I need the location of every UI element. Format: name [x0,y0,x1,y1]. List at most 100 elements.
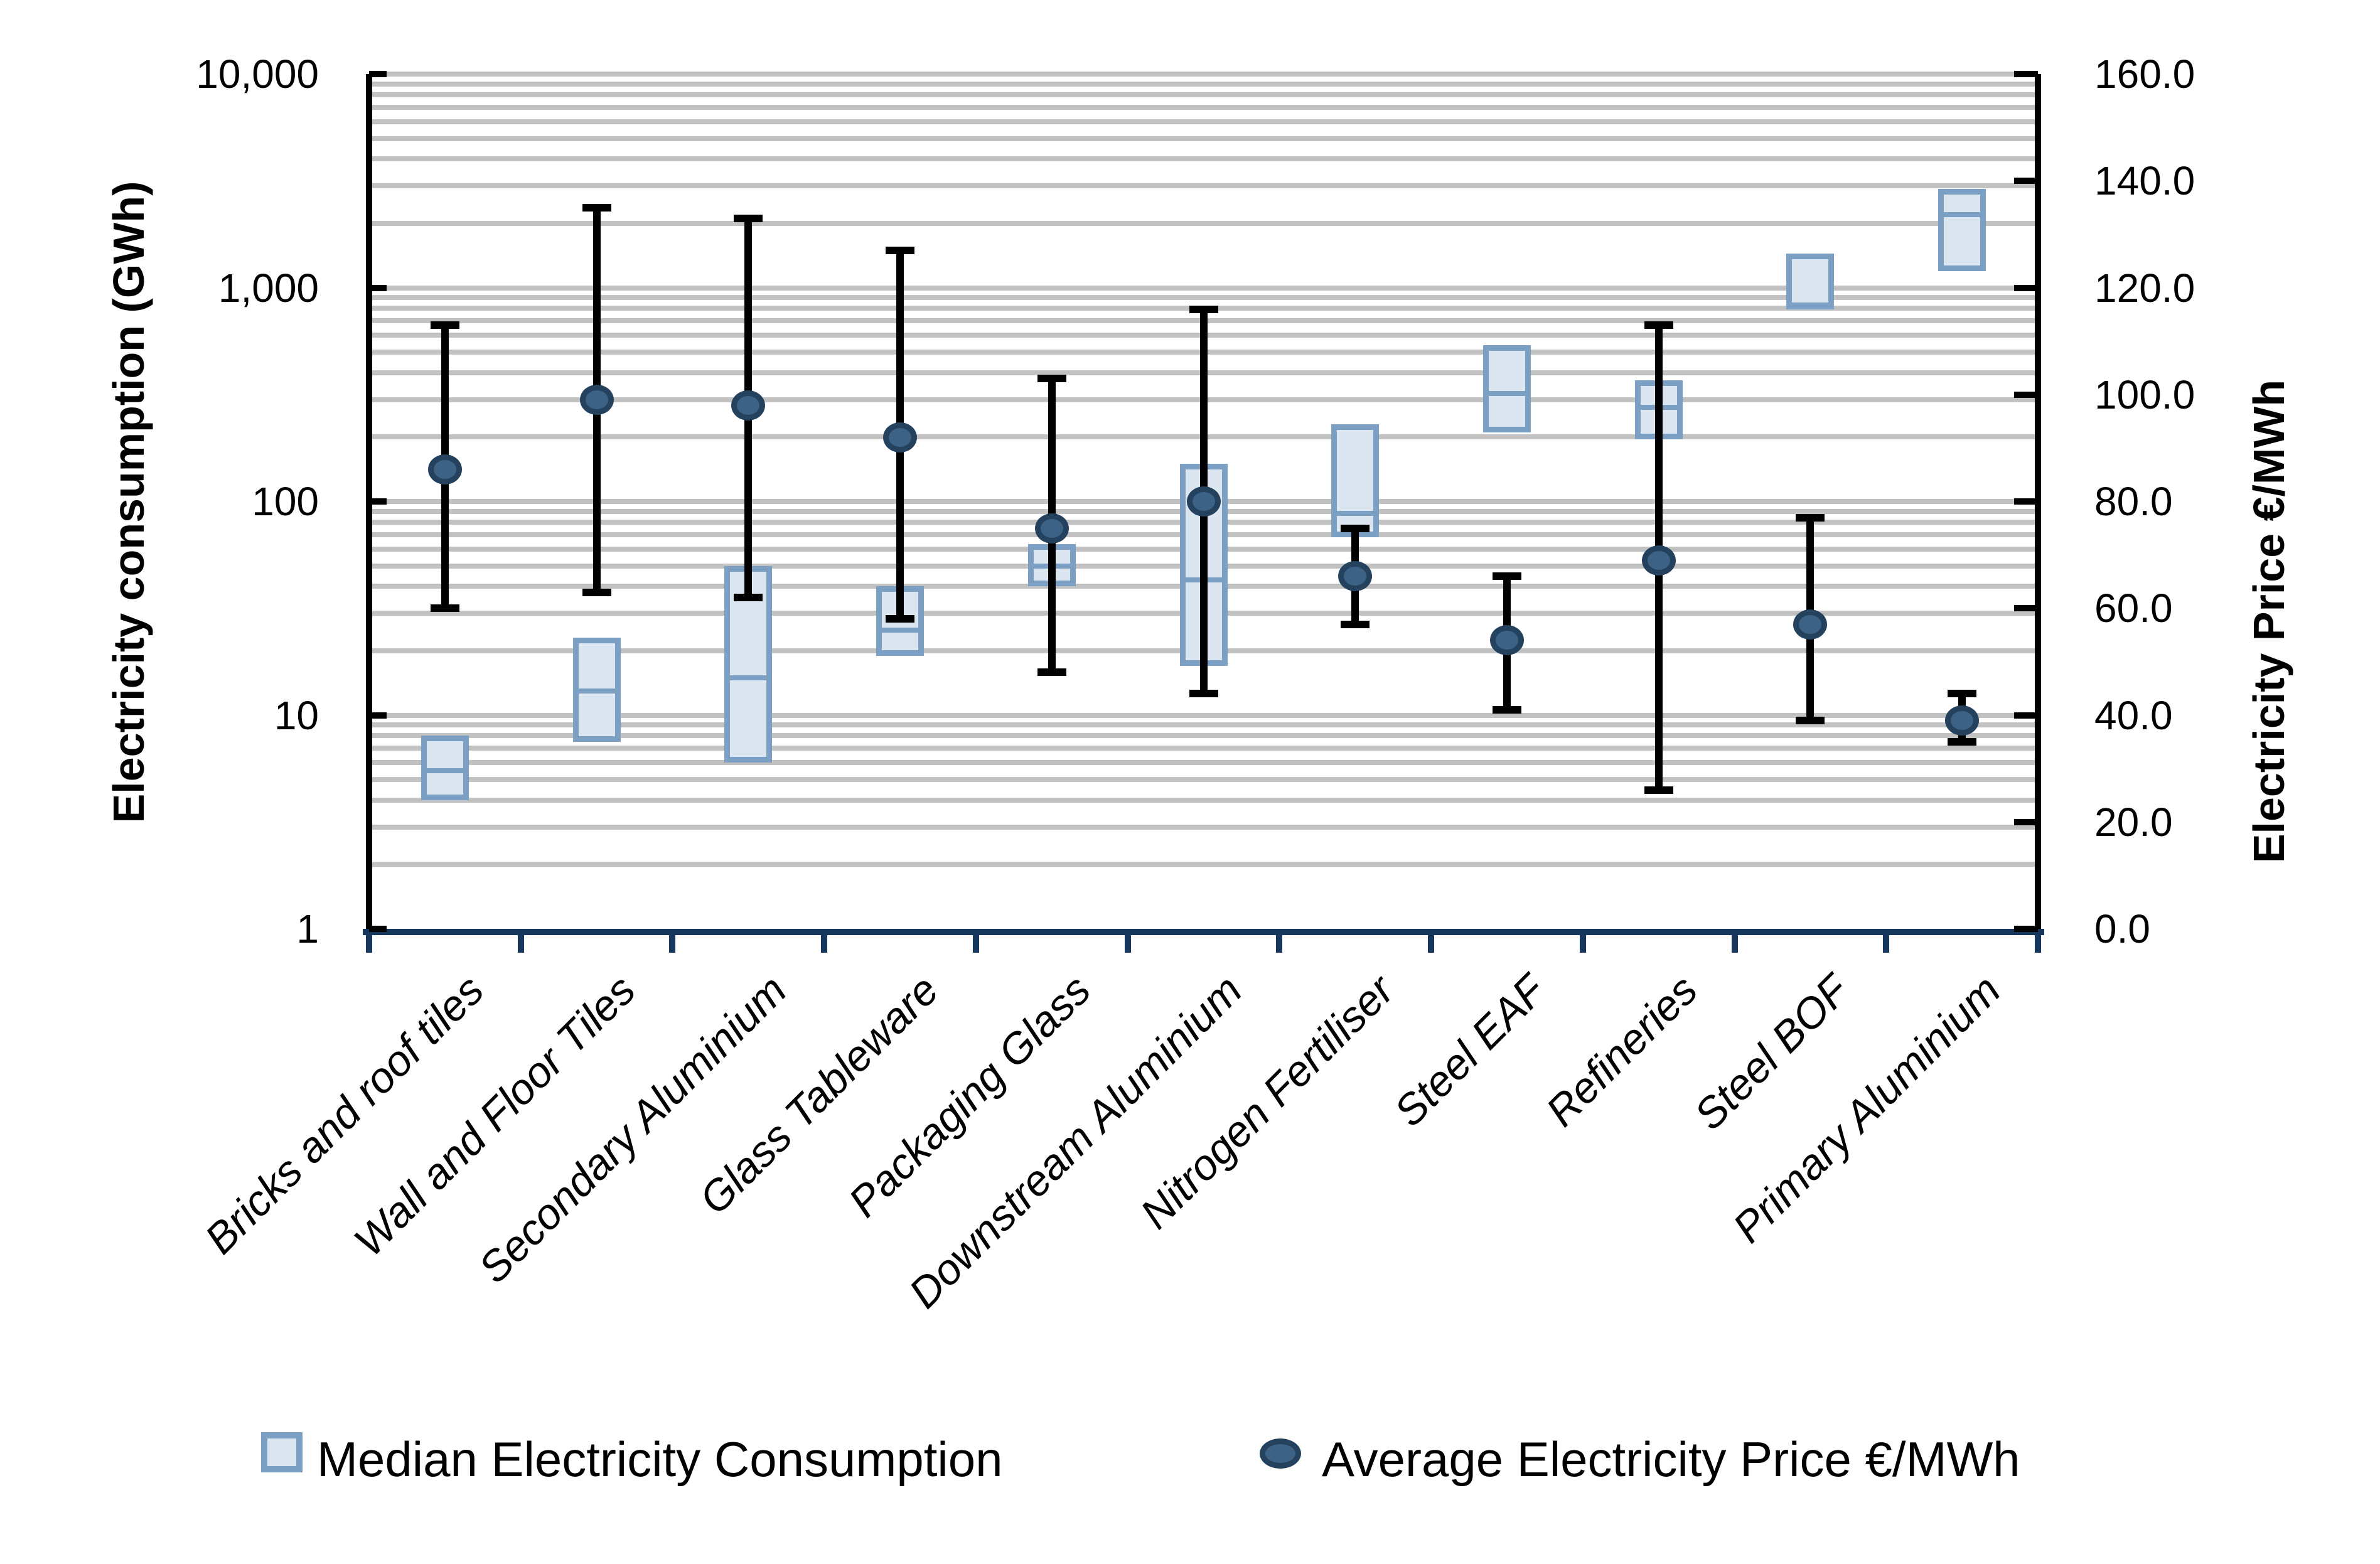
gridline [369,746,2038,751]
gridline [369,295,2038,301]
gridline [369,72,2038,77]
left-axis-tick [369,926,387,932]
y2-axis-tick-label: 100.0 [2094,372,2195,417]
y2-axis-tick-label: 0.0 [2094,906,2150,951]
y2-axis-tick-label: 160.0 [2094,51,2195,97]
right-axis-tick [2014,284,2038,291]
left-axis-tick [369,712,387,719]
price-point [883,422,918,453]
right-axis-tick [2014,498,2038,505]
y-axis-tick-label: 1,000 [218,265,319,311]
consumption-median-line [1488,390,1525,396]
y-axis-tick-label: 10 [274,692,319,738]
x-axis-category-label: Nitrogen Fertiliser [1130,966,1403,1238]
consumption-box [1482,345,1531,433]
legend-price-circle-icon [1260,1438,1301,1469]
price-errorbar-cap-top [734,214,763,222]
category-tick [972,935,979,953]
price-errorbar-cap-bottom [1796,717,1825,724]
category-tick [1428,935,1435,953]
right-axis-tick [2014,712,2038,719]
price-errorbar-cap-top [1037,375,1066,383]
price-point [1489,625,1524,656]
consumption-median-line [1337,510,1374,516]
price-errorbar-cap-top [430,321,459,329]
category-tick [1579,935,1586,953]
x-axis-category-label: Primary Aluminium [1723,966,2010,1252]
gridline [369,797,2038,803]
price-errorbar-cap-top [1189,305,1218,313]
right-axis-tick [2014,605,2038,612]
price-errorbar-cap-bottom [734,594,763,602]
legend-consumption-label: Median Electricity Consumption [317,1432,1003,1487]
gridline [369,92,2038,97]
price-point [1034,513,1069,544]
gridline [369,119,2038,124]
gridline [369,733,2038,739]
x-axis-category-label: Wall and Floor Tiles [345,966,645,1266]
category-axis-line [363,929,2044,935]
category-tick [366,935,372,953]
price-errorbar-cap-bottom [886,615,915,623]
price-errorbar-cap-bottom [1948,738,1977,746]
y2-axis-tick-label: 20.0 [2094,799,2173,845]
category-tick [821,935,828,953]
price-errorbar-cap-top [1341,524,1370,532]
x-axis-category-label: Steel EAF [1385,966,1555,1136]
right-axis-line [2035,74,2041,935]
category-tick [1276,935,1283,953]
gridline [369,183,2038,189]
price-errorbar-cap-bottom [1189,690,1218,698]
consumption-box [1938,189,1986,271]
price-errorbar-cap-top [582,203,611,212]
gridline [369,722,2038,728]
right-axis-tick [2014,178,2038,185]
category-tick [1731,935,1738,953]
price-errorbar-cap-bottom [1644,786,1673,794]
price-errorbar-cap-top [886,246,915,254]
right-axis-title: Electricity Price €/MWh [2244,379,2293,864]
price-point [731,390,766,420]
price-point [427,454,462,485]
category-tick [1883,935,1890,953]
x-axis-category-label: Refineries [1536,966,1707,1136]
gridline [369,760,2038,766]
price-point [1641,545,1676,576]
gridline [369,104,2038,110]
legend-price-label: Average Electricity Price €/MWh [1322,1432,2020,1487]
consumption-median-line [882,628,919,633]
consumption-median-line [730,675,767,680]
left-axis-tick [369,284,387,291]
gridline [369,220,2038,226]
consumption-box [421,736,469,800]
consumption-median-line [426,768,463,773]
legend-consumption-box-icon [261,1432,303,1472]
right-axis-tick [2014,71,2038,77]
price-errorbar-cap-top [1948,690,1977,698]
price-errorbar-cap-top [1796,513,1825,522]
plot-area [369,71,2038,932]
right-axis-tick [2014,926,2038,932]
price-point [1338,561,1373,592]
y-axis-tick-label: 1 [296,906,319,951]
category-tick [2035,935,2041,953]
consumption-box [1786,253,1835,310]
price-point [1793,609,1828,640]
category-tick [1124,935,1131,953]
gridline [369,777,2038,782]
price-errorbar-cap-top [1492,572,1521,581]
category-tick [517,935,524,953]
consumption-median-line [1792,303,1829,308]
price-errorbar-cap-top [1644,321,1673,329]
price-errorbar-cap-bottom [1037,668,1066,677]
price-errorbar-cap-bottom [1492,705,1521,714]
price-point [1186,486,1221,517]
price-errorbar-cap-bottom [1341,620,1370,628]
gridline [369,862,2038,867]
category-tick [669,935,676,953]
price-errorbar-cap-bottom [430,604,459,613]
consumption-median-line [578,688,615,694]
x-axis-category-label: Bricks and roof tiles [195,966,493,1263]
gridline [369,156,2038,162]
